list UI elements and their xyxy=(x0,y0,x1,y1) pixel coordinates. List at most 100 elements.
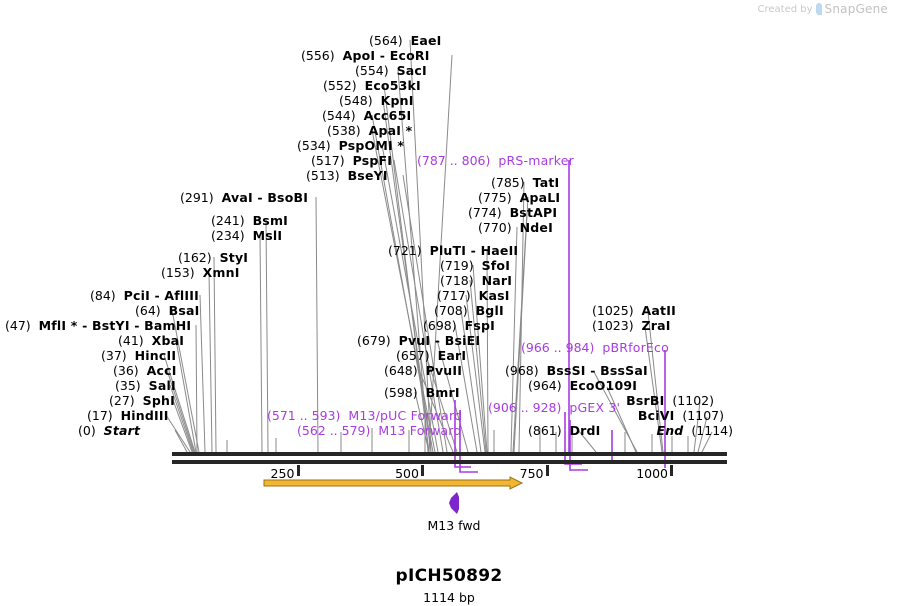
label-position: (598) xyxy=(384,385,418,400)
label-position: (679) xyxy=(357,333,391,348)
enzyme-label[interactable]: (27) SphI xyxy=(109,394,175,408)
label-position: (554) xyxy=(355,63,389,78)
enzyme-label[interactable]: (291) AvaI - BsoBI xyxy=(180,191,308,205)
enzyme-label[interactable]: (968) BssSI - BssSaI xyxy=(505,364,648,378)
enzyme-label[interactable]: (162) StyI xyxy=(178,250,249,265)
feature-label[interactable]: (571 .. 593) M13/pUC Forward xyxy=(267,408,462,423)
enzyme-label[interactable]: (36) AccI xyxy=(113,363,177,378)
enzyme-label[interactable]: (964) EcoO109I xyxy=(528,379,637,393)
snapgene-credit: Created by SnapGene xyxy=(758,2,889,16)
enzyme-label[interactable]: (698) FspI xyxy=(423,318,495,333)
label-position: (1102) xyxy=(672,393,714,408)
label-position: (1023) xyxy=(592,318,634,333)
enzyme-label[interactable]: (0) Start xyxy=(78,423,141,438)
enzyme-name: AccI xyxy=(146,363,177,378)
enzyme-label[interactable]: (241) BsmI xyxy=(211,213,289,228)
enzyme-name: BstAPI xyxy=(509,205,558,220)
m13-fwd-primer-arrow[interactable] xyxy=(446,491,462,515)
enzyme-label[interactable]: (544) Acc65I xyxy=(322,109,411,123)
enzyme-label[interactable]: (64) BsaI xyxy=(135,303,200,318)
enzyme-name: PciI - AflIII xyxy=(123,288,199,303)
enzyme-label[interactable]: (17) HindIII xyxy=(87,408,169,423)
enzyme-label[interactable]: (775) ApaLI xyxy=(478,190,560,205)
enzyme-label[interactable]: (770) NdeI xyxy=(478,220,553,235)
enzyme-name: BseYI xyxy=(347,168,388,183)
enzyme-label[interactable]: (598) BmrI xyxy=(384,385,460,400)
enzyme-label[interactable]: (717) KasI xyxy=(437,288,510,303)
orange-feature-arrow[interactable] xyxy=(262,476,524,490)
enzyme-name: ApaI * xyxy=(368,123,413,138)
label-position: (556) xyxy=(301,48,335,63)
enzyme-label[interactable]: (552) Eco53kI xyxy=(323,79,421,93)
feature-label[interactable]: (787 .. 806) pRS-marker xyxy=(417,153,574,168)
enzyme-label[interactable]: (861) DrdI xyxy=(528,424,601,438)
enzyme-name: ZraI xyxy=(641,318,671,333)
label-position: (787 .. 806) xyxy=(417,153,491,168)
label-position: (770) xyxy=(478,220,512,235)
enzyme-label[interactable]: (35) SalI xyxy=(115,379,176,393)
enzyme-name: BsmI xyxy=(252,213,289,228)
enzyme-label[interactable]: (548) KpnI xyxy=(339,94,414,108)
enzyme-name: BmrI xyxy=(425,385,460,400)
ruler-tick-mark xyxy=(670,465,674,476)
label-position: (648) xyxy=(384,363,418,378)
label-position: (47) xyxy=(5,318,31,333)
enzyme-label[interactable]: (153) XmnI xyxy=(161,266,240,280)
enzyme-name: BsaI xyxy=(168,303,200,318)
enzyme-name: KasI xyxy=(478,288,510,303)
enzyme-label[interactable]: BciVI (1107) xyxy=(638,408,724,423)
enzyme-name: HincII xyxy=(134,348,177,363)
label-position: (534) xyxy=(297,138,331,153)
enzyme-label[interactable]: (517) PspFI xyxy=(311,154,392,168)
label-position: (1107) xyxy=(682,408,724,423)
enzyme-label[interactable]: (1023) ZraI xyxy=(592,318,671,333)
enzyme-label[interactable]: (1025) AatII xyxy=(592,303,676,318)
enzyme-name: PspOMI * xyxy=(338,138,405,153)
enzyme-label[interactable]: (774) BstAPI xyxy=(468,205,558,220)
enzyme-label[interactable]: (657) EarI xyxy=(396,348,467,363)
enzyme-name: AatII xyxy=(641,303,676,318)
label-position: (698) xyxy=(423,318,457,333)
enzyme-name: pRS-marker xyxy=(498,153,574,168)
ruler-tick-mark xyxy=(545,465,549,476)
snapgene-brand: SnapGene xyxy=(824,2,888,16)
label-position: (64) xyxy=(135,303,161,318)
label-position: (36) xyxy=(113,363,139,378)
enzyme-label[interactable]: (564) EaeI xyxy=(369,33,441,48)
feature-label[interactable]: (966 .. 984) pBRforEco xyxy=(521,340,669,355)
enzyme-name: SacI xyxy=(396,63,427,78)
enzyme-label[interactable]: (648) PvuII xyxy=(384,363,462,378)
enzyme-name: pBRforEco xyxy=(602,340,669,355)
enzyme-label[interactable]: (538) ApaI * xyxy=(327,123,413,138)
enzyme-label[interactable]: (708) BglI xyxy=(434,304,504,318)
enzyme-name: StyI xyxy=(219,250,249,265)
feature-label[interactable]: (906 .. 928) pGEX 3' xyxy=(488,400,620,415)
enzyme-label[interactable]: (554) SacI xyxy=(355,63,427,78)
enzyme-label[interactable]: (234) MslI xyxy=(211,229,282,243)
enzyme-name: EarI xyxy=(437,348,467,363)
enzyme-name: HindIII xyxy=(120,408,169,423)
enzyme-label[interactable]: (534) PspOMI * xyxy=(297,138,405,153)
label-position: (775) xyxy=(478,190,512,205)
enzyme-label[interactable]: (556) ApoI - EcoRI xyxy=(301,48,430,63)
enzyme-label[interactable]: (719) SfoI xyxy=(440,259,510,273)
ruler-tick-label: 250 xyxy=(270,466,295,481)
enzyme-label[interactable]: (785) TatI xyxy=(491,176,559,190)
label-position: (571 .. 593) xyxy=(267,408,341,423)
enzyme-label[interactable]: (679) PvuI - BsiEI xyxy=(357,333,480,348)
enzyme-label[interactable]: (513) BseYI xyxy=(306,168,388,183)
enzyme-label[interactable]: (47) MflI * - BstYI - BamHI xyxy=(5,318,191,333)
enzyme-label[interactable]: (37) HincII xyxy=(101,348,177,363)
enzyme-label[interactable]: (84) PciI - AflIII xyxy=(90,288,199,303)
enzyme-label[interactable]: BsrBI (1102) xyxy=(626,393,714,408)
terminus-label: Start xyxy=(103,423,141,438)
enzyme-label[interactable]: (718) NarI xyxy=(440,274,512,288)
label-position: (906 .. 928) xyxy=(488,400,562,415)
enzyme-label[interactable]: End (1114) xyxy=(656,424,733,438)
ruler-tick-label: 500 xyxy=(395,466,419,481)
enzyme-label[interactable]: (41) XbaI xyxy=(118,334,184,348)
feature-label[interactable]: (562 .. 579) M13 Forward xyxy=(297,424,461,438)
enzyme-label[interactable]: (721) PluTI - HaeII xyxy=(388,244,518,258)
label-position: (564) xyxy=(369,33,403,48)
